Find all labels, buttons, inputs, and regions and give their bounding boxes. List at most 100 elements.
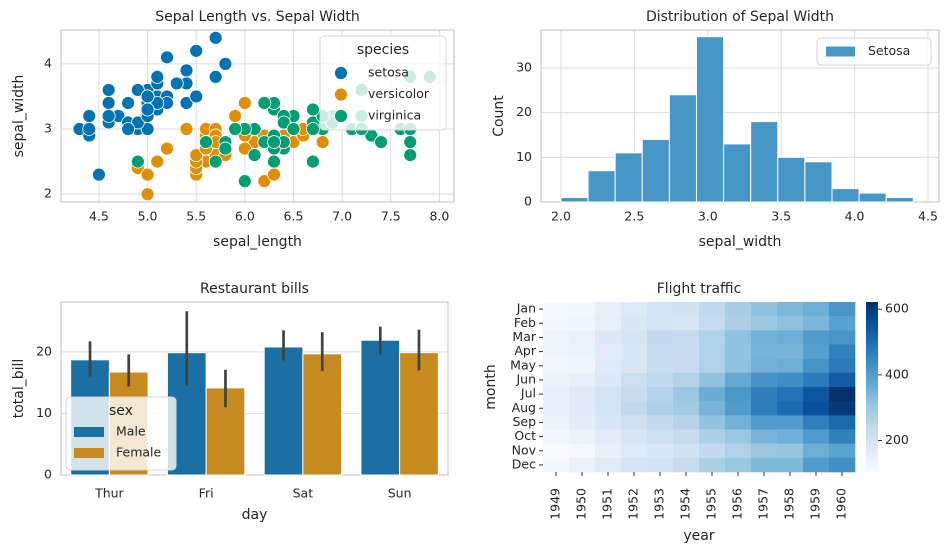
scatter-point [130, 115, 145, 130]
heatmap-cell [699, 387, 726, 402]
heatmap-cell [647, 302, 674, 317]
heatmap-cell [725, 316, 752, 331]
x-tick-label: 8.0 [429, 209, 449, 224]
legend-label: Setosa [868, 43, 910, 58]
heatmap-cell [725, 415, 752, 430]
y-tick-label: Oct [514, 428, 536, 443]
heatmap-cell [803, 415, 830, 430]
histogram-bar [804, 161, 833, 203]
heatmap-cell [699, 330, 726, 345]
heatmap-cell [543, 429, 570, 444]
heatmap-cell [647, 330, 674, 345]
heatmap-cell [725, 302, 752, 317]
scatter-point [403, 135, 418, 149]
chart-title: Sepal Length vs. Sepal Width [155, 9, 360, 25]
scatter-point [208, 70, 223, 84]
scatter-point [257, 96, 272, 110]
heatmap-cell [595, 415, 622, 430]
heatmap-cell [673, 330, 700, 345]
heatmap-cell [543, 316, 570, 331]
heatmap-cell [621, 457, 648, 473]
y-tick-label: Sep [512, 414, 536, 429]
heatmap-cell [699, 358, 726, 374]
legend-marker [334, 87, 348, 102]
heatmap-cell [699, 401, 726, 416]
colorbar-tick-label: 200 [885, 432, 909, 447]
x-tick-label: 2.5 [624, 209, 644, 224]
bar [263, 346, 304, 476]
y-tick-label: Apr [514, 343, 536, 358]
heatmap-cell [595, 457, 622, 473]
histogram-bar [750, 121, 779, 203]
legend-box [816, 37, 932, 66]
heatmap-cell [751, 387, 778, 402]
scatter-point [82, 122, 97, 136]
scatter-point [218, 56, 233, 71]
bar [399, 352, 439, 476]
scatter-point [130, 154, 145, 169]
heatmap-cell [725, 457, 752, 473]
heatmap-cell [621, 358, 648, 374]
heatmap-cell [829, 316, 856, 331]
heatmap-cell [673, 387, 700, 402]
scatter-point [374, 135, 388, 149]
heatmap-cell [777, 316, 804, 331]
x-tick-label: 3.5 [771, 209, 791, 224]
legend-label: versicolor [368, 86, 430, 101]
x-tick-label: 1953 [652, 488, 667, 520]
x-axis-label: sepal_width [699, 234, 782, 250]
heatmap-cell [829, 372, 856, 388]
scatter-point [179, 63, 194, 78]
heatmap-cell [569, 372, 596, 388]
heatmap-cell [751, 457, 778, 473]
x-tick-label: 6.5 [284, 209, 304, 224]
heatmap-cell [569, 316, 596, 331]
y-tick-label: 10 [36, 405, 52, 420]
heatmap-cell [543, 401, 570, 416]
histogram-bar [777, 156, 806, 203]
heatmap-cell [751, 344, 778, 359]
heatmap-cell [803, 302, 830, 317]
heatmap-cell [673, 429, 700, 444]
scatter-point [101, 109, 116, 123]
heatmap-cell [595, 302, 622, 317]
heatmap-cell [829, 401, 856, 416]
heatmap-cell [725, 429, 752, 444]
heatmap-cell [777, 401, 804, 416]
heatmap-cell [803, 387, 830, 402]
x-tick-label: 4.5 [89, 209, 109, 224]
heatmap-cell [569, 415, 596, 430]
heatmap-cell [751, 429, 778, 444]
heatmap-cell [777, 429, 804, 444]
scatter-point [150, 154, 165, 169]
legend-patch [74, 427, 104, 437]
heatmap-cell [725, 443, 752, 459]
heatmap-cell [595, 401, 622, 416]
y-tick-label: Jul [520, 386, 536, 401]
heatmap-cell [673, 344, 700, 359]
legend-patch [74, 448, 104, 458]
bar [302, 353, 343, 476]
heatmap-cell [777, 443, 804, 459]
heatmap-cell [673, 415, 700, 430]
heatmap-cell [803, 457, 830, 473]
y-tick-label: Aug [512, 400, 536, 415]
heatmap-cell [673, 457, 700, 473]
y-tick-label: 0 [524, 194, 532, 209]
heatmap-cell [751, 316, 778, 331]
x-axis-label: year [683, 528, 714, 544]
x-tick-label: 1957 [756, 488, 771, 520]
heatmap-cell [647, 372, 674, 388]
x-tick-label: 1949 [548, 488, 563, 520]
heatmap-cell [569, 457, 596, 473]
heatmap-cell [595, 443, 622, 459]
heatmap-cell [829, 387, 856, 402]
heatmap-cell [647, 401, 674, 416]
heatmap-cell [699, 372, 726, 388]
scatter-point [218, 141, 233, 156]
chart-title: Distribution of Sepal Width [646, 9, 834, 25]
y-tick-label: Dec [512, 456, 536, 471]
heatmap-cell [673, 358, 700, 374]
x-tick-label: 1956 [730, 488, 745, 520]
scatter-point [247, 148, 262, 162]
